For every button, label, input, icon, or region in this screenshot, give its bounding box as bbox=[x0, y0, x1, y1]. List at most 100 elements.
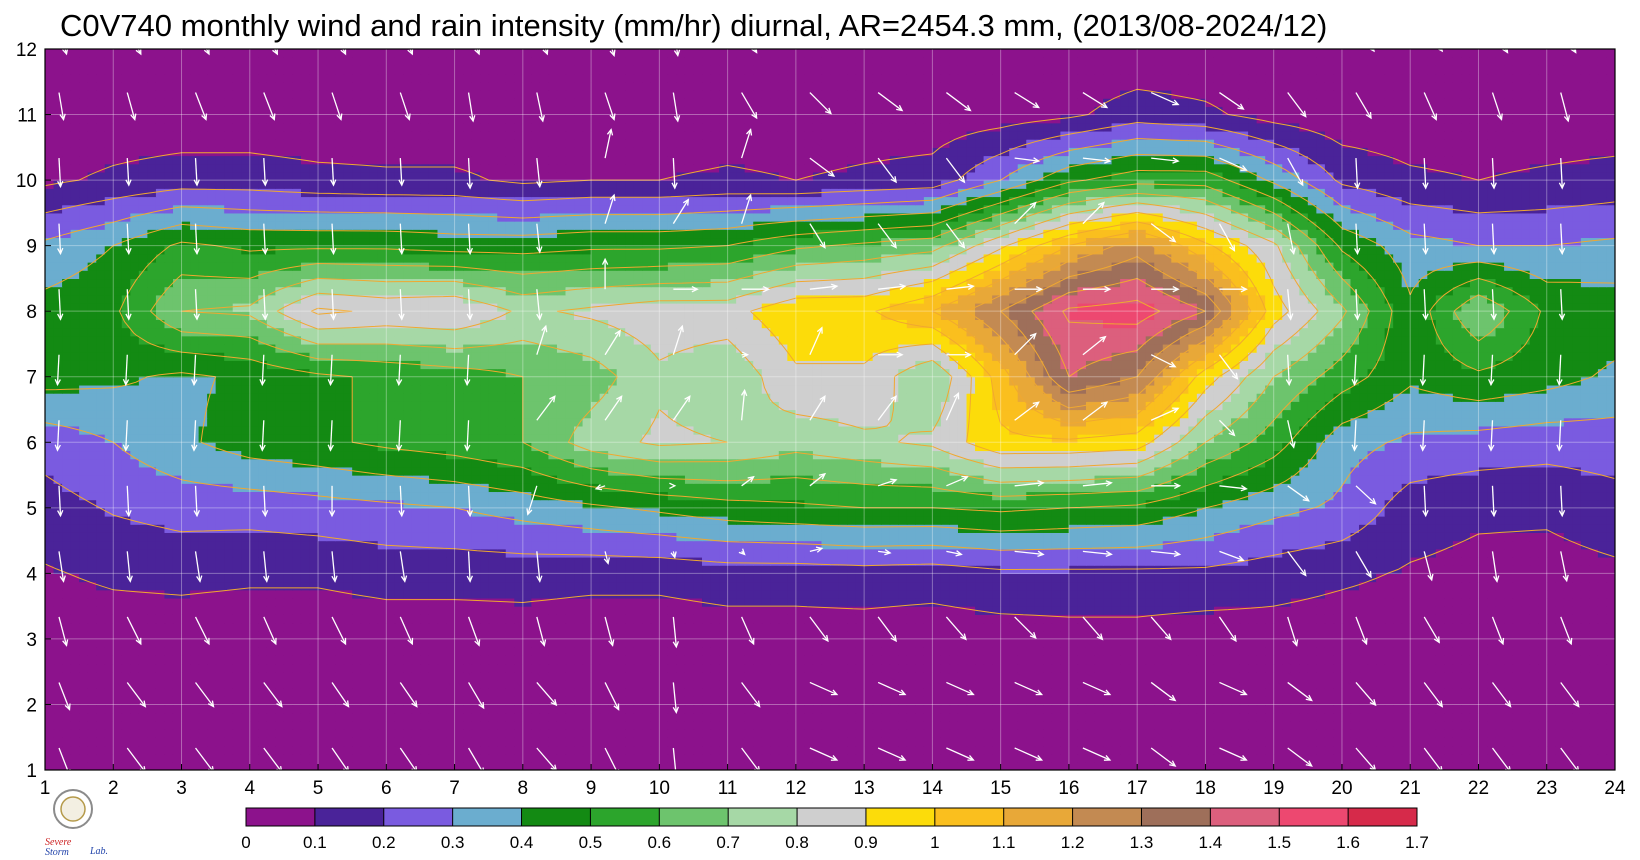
heat-cell bbox=[548, 671, 558, 681]
heat-cell bbox=[190, 581, 200, 591]
heat-cell bbox=[377, 704, 387, 714]
heat-cell bbox=[582, 655, 592, 665]
heat-cell bbox=[650, 548, 660, 558]
heat-cell bbox=[940, 671, 951, 681]
heat-cell bbox=[599, 745, 609, 755]
heat-cell bbox=[1597, 688, 1608, 697]
heat-cell bbox=[309, 761, 319, 770]
heat-cell bbox=[889, 647, 899, 656]
heat-cell bbox=[1196, 614, 1207, 624]
heat-cell bbox=[386, 720, 396, 730]
heat-cell bbox=[1282, 606, 1292, 615]
heat-cell bbox=[1512, 548, 1522, 558]
heat-cell bbox=[1068, 548, 1079, 558]
heat-cell bbox=[130, 589, 140, 599]
heat-cell bbox=[1461, 606, 1471, 615]
heat-cell bbox=[761, 663, 771, 673]
heat-cell bbox=[130, 540, 140, 550]
heat-cell bbox=[582, 606, 592, 615]
heat-cell bbox=[1103, 597, 1113, 607]
heat-cell bbox=[915, 720, 925, 730]
heat-cell bbox=[1555, 589, 1565, 599]
heat-cell bbox=[79, 647, 89, 656]
heat-cell bbox=[1333, 647, 1343, 656]
heat-cell bbox=[1265, 556, 1275, 566]
heat-cell bbox=[130, 655, 140, 665]
heat-cell bbox=[1239, 647, 1249, 656]
heat-cell bbox=[1239, 761, 1249, 770]
heat-cell bbox=[531, 663, 541, 673]
heat-cell bbox=[1316, 745, 1326, 755]
heat-cell bbox=[744, 655, 754, 665]
heat-cell bbox=[70, 729, 80, 738]
heat-cell bbox=[1350, 704, 1360, 714]
heat-cell bbox=[463, 671, 473, 681]
heat-cell bbox=[847, 606, 857, 615]
heat-cell bbox=[1128, 622, 1138, 632]
heat-cell bbox=[966, 720, 976, 730]
heat-cell bbox=[232, 761, 242, 770]
heat-cell bbox=[1043, 655, 1053, 665]
heat-cell bbox=[975, 548, 985, 558]
heat-cell bbox=[369, 753, 379, 763]
heat-cell bbox=[437, 638, 447, 648]
heat-cell bbox=[1461, 704, 1471, 714]
heat-cell bbox=[266, 647, 276, 656]
heat-cell bbox=[1418, 630, 1428, 640]
heat-cell bbox=[1213, 556, 1224, 566]
heat-cell bbox=[599, 696, 609, 706]
heat-cell bbox=[480, 556, 490, 566]
heat-cell bbox=[1171, 688, 1181, 697]
heat-cell bbox=[1188, 688, 1198, 697]
heat-cell bbox=[164, 688, 174, 697]
heat-cell bbox=[1359, 597, 1369, 607]
heat-cell bbox=[812, 614, 823, 624]
heat-cell bbox=[292, 688, 302, 697]
heat-cell bbox=[1094, 679, 1104, 689]
heat-cell bbox=[821, 638, 831, 648]
heat-cell bbox=[1589, 589, 1599, 599]
heat-cell bbox=[966, 655, 976, 665]
heat-cell bbox=[684, 630, 695, 640]
heat-cell bbox=[147, 663, 157, 673]
heat-cell bbox=[676, 655, 686, 665]
heat-cell bbox=[232, 745, 242, 755]
heat-cell bbox=[53, 638, 63, 648]
heat-cell bbox=[1401, 663, 1411, 673]
heat-cell bbox=[667, 663, 678, 673]
heat-cell bbox=[386, 688, 396, 697]
heat-cell bbox=[138, 745, 148, 755]
heat-cell bbox=[608, 712, 618, 722]
heat-cell bbox=[1265, 647, 1275, 656]
heat-cell bbox=[1145, 696, 1155, 706]
heat-cell bbox=[1444, 606, 1454, 615]
heat-cell bbox=[753, 548, 763, 558]
heat-cell bbox=[599, 663, 609, 673]
heat-cell bbox=[983, 589, 993, 599]
heat-cell bbox=[1359, 671, 1369, 681]
heat-cell bbox=[53, 663, 63, 673]
heat-cell bbox=[522, 556, 532, 566]
heat-cell bbox=[1444, 688, 1454, 697]
heat-cell bbox=[1111, 597, 1121, 607]
heat-cell bbox=[87, 671, 97, 681]
heat-cell bbox=[386, 753, 396, 763]
heat-cell bbox=[87, 712, 97, 722]
heat-cell bbox=[1521, 606, 1531, 615]
heat-cell bbox=[318, 761, 328, 770]
heat-cell bbox=[864, 729, 874, 738]
heat-cell bbox=[1444, 589, 1454, 599]
heat-cell bbox=[386, 565, 396, 574]
heat-cell bbox=[1316, 606, 1326, 615]
heat-cell bbox=[352, 622, 362, 632]
heat-cell bbox=[1444, 753, 1454, 763]
heat-cell bbox=[1410, 745, 1420, 755]
heat-cell bbox=[650, 696, 660, 706]
heat-cell bbox=[548, 737, 558, 747]
heat-cell bbox=[872, 614, 882, 624]
heat-cell bbox=[377, 589, 387, 599]
heat-cell bbox=[1555, 737, 1565, 747]
heat-cell bbox=[1546, 638, 1556, 648]
heat-cell bbox=[838, 606, 848, 615]
heat-cell bbox=[1222, 647, 1232, 656]
